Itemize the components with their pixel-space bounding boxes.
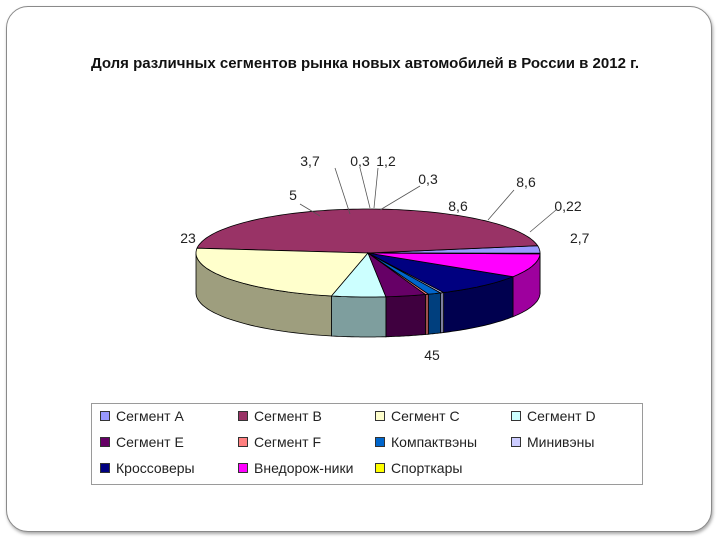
legend-item: Сегмент F bbox=[238, 434, 321, 450]
legend-label: Компактвэны bbox=[391, 434, 478, 450]
data-label-5: 0,3 bbox=[350, 153, 370, 169]
chart-title: Доля различных сегментов рынка новых авт… bbox=[90, 55, 640, 72]
slice-спорткары bbox=[367, 252, 541, 255]
data-label-10: 0,22 bbox=[554, 198, 581, 214]
legend-swatch bbox=[238, 463, 248, 473]
legend-item: Минивэны bbox=[511, 434, 594, 450]
leader-line-5 bbox=[359, 167, 371, 209]
legend-label: Сегмент A bbox=[116, 408, 184, 424]
legend-swatch bbox=[238, 437, 248, 447]
slice-внедорож-ники bbox=[367, 252, 541, 278]
leader-line-9 bbox=[487, 189, 515, 221]
legend-swatch bbox=[375, 437, 385, 447]
slice-side-4 bbox=[385, 294, 426, 338]
legend-item: Внедорож-ники bbox=[238, 460, 353, 476]
leader-line-3 bbox=[299, 203, 321, 217]
data-label-9: 8,6 bbox=[516, 174, 536, 190]
legend-label: Сегмент E bbox=[116, 434, 184, 450]
data-label-6: 1,2 bbox=[376, 153, 396, 169]
leader-line-6 bbox=[373, 167, 379, 209]
data-label-8: 8,6 bbox=[448, 198, 468, 214]
legend-item: Компактвэны bbox=[375, 434, 477, 450]
legend-item: Сегмент C bbox=[375, 408, 460, 424]
legend-label: Минивэны bbox=[527, 434, 595, 450]
data-label-7: 0,3 bbox=[418, 171, 438, 187]
leader-line-4 bbox=[334, 167, 351, 215]
leader-line-10 bbox=[529, 209, 557, 233]
legend-item: Сегмент D bbox=[511, 408, 596, 424]
legend-swatch bbox=[511, 437, 521, 447]
leader-line-7 bbox=[379, 185, 421, 211]
data-label-0: 2,7 bbox=[570, 230, 590, 246]
legend-item: Сегмент E bbox=[100, 434, 184, 450]
data-label-4: 3,7 bbox=[300, 153, 320, 169]
legend-swatch bbox=[100, 437, 110, 447]
legend-swatch bbox=[100, 463, 110, 473]
slice-side-7 bbox=[440, 292, 444, 334]
slice-кроссоверы bbox=[367, 252, 515, 293]
legend-label: Сегмент F bbox=[254, 434, 321, 450]
slice-сегмент-b bbox=[196, 208, 539, 254]
legend-item: Сегмент A bbox=[100, 408, 184, 424]
legend-swatch bbox=[375, 463, 385, 473]
slice-side-5 bbox=[425, 293, 429, 335]
data-label-1: 45 bbox=[424, 347, 440, 363]
slice-сегмент-c bbox=[195, 247, 369, 297]
slice-side-6 bbox=[428, 292, 441, 335]
legend-label: Внедорож-ники bbox=[254, 460, 354, 476]
legend-swatch bbox=[238, 411, 248, 421]
slice-side-3 bbox=[331, 295, 387, 338]
legend-label: Сегмент C bbox=[391, 408, 460, 424]
legend-label: Сегмент D bbox=[527, 408, 596, 424]
data-label-2: 23 bbox=[180, 230, 196, 246]
legend-item: Спорткары bbox=[375, 460, 462, 476]
slice-сегмент-e bbox=[367, 251, 427, 298]
legend-label: Кроссоверы bbox=[116, 460, 195, 476]
legend-swatch bbox=[100, 411, 110, 421]
legend-swatch bbox=[375, 411, 385, 421]
legend-item: Сегмент B bbox=[238, 408, 322, 424]
data-label-3: 5 bbox=[289, 187, 297, 203]
chart-legend: Сегмент A Сегмент B Сегмент C Сегмент D Сегм… bbox=[91, 403, 643, 485]
legend-item: Кроссоверы bbox=[100, 460, 195, 476]
legend-label: Спорткары bbox=[391, 460, 463, 476]
legend-label: Сегмент B bbox=[254, 408, 322, 424]
legend-swatch bbox=[511, 411, 521, 421]
